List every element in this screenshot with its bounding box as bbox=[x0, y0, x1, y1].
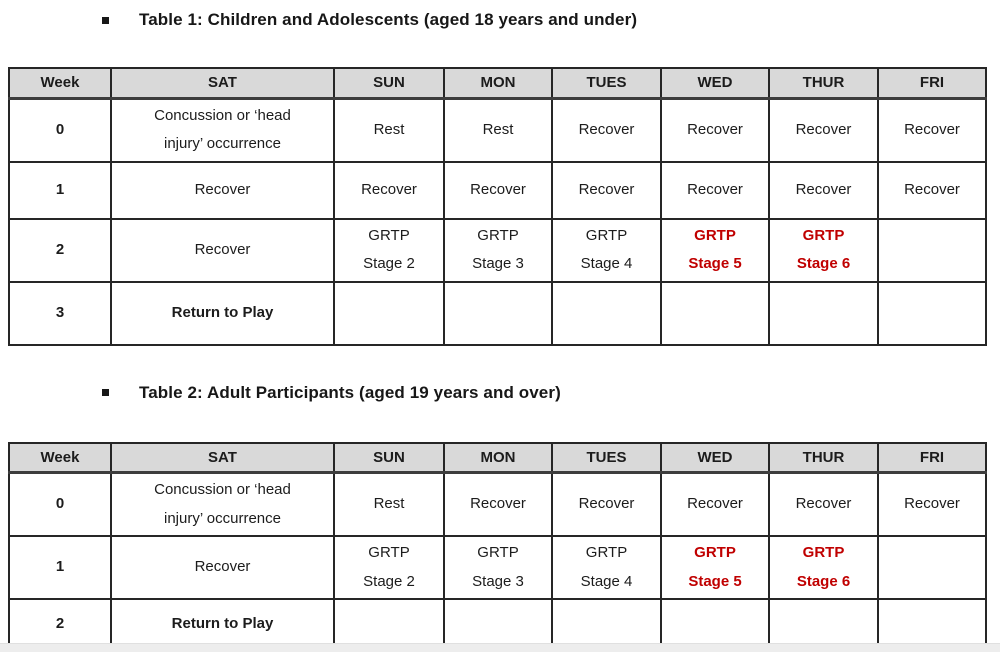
grtp-stage3-cell: GRTP Stage 3 bbox=[443, 535, 553, 600]
table-cell bbox=[551, 598, 662, 651]
table-cell bbox=[877, 280, 987, 346]
header-mon: MON bbox=[443, 67, 553, 100]
table-cell bbox=[443, 598, 553, 651]
table-cell: Recover bbox=[551, 97, 662, 163]
table-cell bbox=[333, 280, 445, 346]
header-sat: SAT bbox=[110, 67, 335, 100]
table-cell: Recover bbox=[551, 160, 662, 220]
table-cell: Recover bbox=[110, 160, 335, 220]
grtp-stage3-cell: GRTP Stage 3 bbox=[443, 217, 553, 283]
table-cell: Recover bbox=[660, 471, 770, 537]
header-wed: WED bbox=[660, 441, 770, 474]
week-cell: 2 bbox=[8, 217, 112, 283]
table-cell: Recover bbox=[443, 471, 553, 537]
grtp-stage6-cell: GRTP Stage 6 bbox=[768, 217, 879, 283]
table-cell bbox=[551, 280, 662, 346]
grtp-stage2-cell: GRTP Stage 2 bbox=[333, 535, 445, 600]
week-cell: 0 bbox=[8, 97, 112, 163]
table-cell: Recover bbox=[660, 160, 770, 220]
table-cell: Recover bbox=[768, 160, 879, 220]
concussion-cell: Concussion or ‘head injury’ occurrence bbox=[110, 471, 335, 537]
grtp-stage5-cell: GRTP Stage 5 bbox=[660, 535, 770, 600]
table-cell bbox=[877, 535, 987, 600]
table-cell: Recover bbox=[877, 160, 987, 220]
table2-title: Table 2: Adult Participants (aged 19 yea… bbox=[102, 383, 1000, 403]
table-cell bbox=[877, 217, 987, 283]
table1-header-row: Week SAT SUN MON TUES WED THUR FRI bbox=[8, 67, 987, 100]
header-fri: FRI bbox=[877, 441, 987, 474]
table-cell: Recover bbox=[110, 535, 335, 600]
table-row-week1: 1 Recover Recover Recover Recover Recove… bbox=[8, 160, 987, 220]
header-sun: SUN bbox=[333, 67, 445, 100]
table-cell: Recover bbox=[768, 97, 879, 163]
table-row-week0: 0 Concussion or ‘head injury’ occurrence… bbox=[8, 471, 987, 537]
table-cell: Recover bbox=[443, 160, 553, 220]
table-cell bbox=[660, 280, 770, 346]
table-cell bbox=[660, 598, 770, 651]
week-cell: 3 bbox=[8, 280, 112, 346]
square-bullet-icon bbox=[102, 389, 109, 396]
table-cell: Recover bbox=[768, 471, 879, 537]
table1-children-adolescents: Week SAT SUN MON TUES WED THUR FRI 0 Con… bbox=[8, 67, 987, 346]
grtp-stage4-cell: GRTP Stage 4 bbox=[551, 217, 662, 283]
table-cell: Rest bbox=[443, 97, 553, 163]
table1-title: Table 1: Children and Adolescents (aged … bbox=[102, 10, 1000, 30]
table-row-week2: 2 Recover GRTP Stage 2 GRTP Stage 3 GRTP… bbox=[8, 217, 987, 283]
header-thur: THUR bbox=[768, 441, 879, 474]
grtp-stage5-cell: GRTP Stage 5 bbox=[660, 217, 770, 283]
table-row-week3: 3 Return to Play bbox=[8, 280, 987, 346]
header-week: Week bbox=[8, 441, 112, 474]
table-cell: Recover bbox=[877, 471, 987, 537]
square-bullet-icon bbox=[102, 16, 109, 24]
header-week: Week bbox=[8, 67, 112, 100]
header-sat: SAT bbox=[110, 441, 335, 474]
header-fri: FRI bbox=[877, 67, 987, 100]
grtp-stage2-cell: GRTP Stage 2 bbox=[333, 217, 445, 283]
header-tues: TUES bbox=[551, 441, 662, 474]
table-cell: Recover bbox=[877, 97, 987, 163]
table2-title-text: Table 2: Adult Participants (aged 19 yea… bbox=[139, 382, 561, 402]
table1-title-text: Table 1: Children and Adolescents (aged … bbox=[139, 10, 638, 29]
header-tues: TUES bbox=[551, 67, 662, 100]
header-wed: WED bbox=[660, 67, 770, 100]
table-row-week0: 0 Concussion or ‘head injury’ occurrence… bbox=[8, 97, 987, 163]
week-cell: 1 bbox=[8, 160, 112, 220]
week-cell: 1 bbox=[8, 535, 112, 600]
header-sun: SUN bbox=[333, 441, 445, 474]
week-cell: 0 bbox=[8, 471, 112, 537]
table-cell: Rest bbox=[333, 97, 445, 163]
table-row-week2: 2 Return to Play bbox=[8, 598, 987, 651]
page-bottom-edge bbox=[0, 643, 1000, 652]
grtp-stage4-cell: GRTP Stage 4 bbox=[551, 535, 662, 600]
header-mon: MON bbox=[443, 441, 553, 474]
table-cell bbox=[443, 280, 553, 346]
table-cell: Rest bbox=[333, 471, 445, 537]
table2-header-row: Week SAT SUN MON TUES WED THUR FRI bbox=[8, 441, 987, 474]
header-thur: THUR bbox=[768, 67, 879, 100]
table-cell: Recover bbox=[110, 217, 335, 283]
table-cell bbox=[768, 280, 879, 346]
table-cell: Recover bbox=[333, 160, 445, 220]
concussion-cell: Concussion or ‘head injury’ occurrence bbox=[110, 97, 335, 163]
table-cell: Recover bbox=[660, 97, 770, 163]
table2-adult-participants: Week SAT SUN MON TUES WED THUR FRI 0 Con… bbox=[8, 441, 987, 651]
table-row-week1: 1 Recover GRTP Stage 2 GRTP Stage 3 GRTP… bbox=[8, 535, 987, 600]
grtp-stage6-cell: GRTP Stage 6 bbox=[768, 535, 879, 600]
return-to-play-cell: Return to Play bbox=[110, 280, 335, 346]
table-cell: Recover bbox=[551, 471, 662, 537]
